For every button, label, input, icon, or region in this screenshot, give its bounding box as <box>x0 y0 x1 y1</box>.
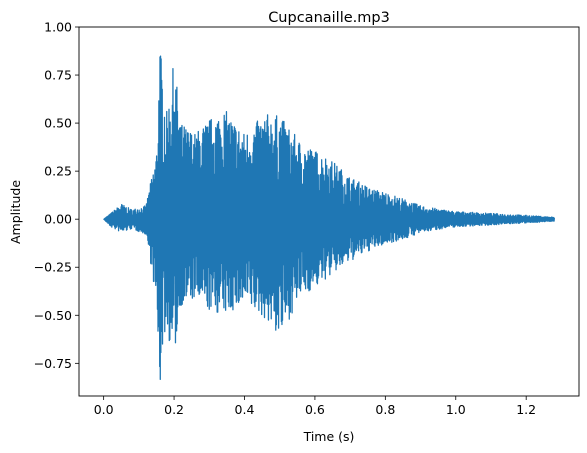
y-axis: −0.75 −0.50 −0.25 0.00 0.25 0.50 0.75 1.00 <box>34 20 79 371</box>
x-tick-label: 0.4 <box>235 402 255 417</box>
y-tick-label: −0.25 <box>34 260 72 275</box>
axes-frame <box>78 26 580 397</box>
x-tick-label: 0.8 <box>375 402 395 417</box>
y-tick-label: 0.50 <box>44 116 72 131</box>
x-tick-label: 1.0 <box>446 402 466 417</box>
waveform-series <box>103 55 555 380</box>
y-tick-label: −0.75 <box>34 356 72 371</box>
y-tick-label: 0.75 <box>44 68 72 83</box>
x-axis: 0.0 0.2 0.4 0.6 0.8 1.0 1.2 <box>94 396 536 417</box>
chart-title: Cupcanaille.mp3 <box>268 10 390 26</box>
y-axis-label: Amplitude <box>8 180 23 244</box>
x-tick-label: 1.2 <box>516 402 536 417</box>
y-tick-label: 1.00 <box>44 20 72 35</box>
y-tick-label: −0.50 <box>34 308 72 323</box>
y-tick-label: 0.25 <box>44 164 72 179</box>
x-tick-label: 0.0 <box>94 402 114 417</box>
y-tick-label: 0.00 <box>44 212 72 227</box>
x-tick-label: 0.6 <box>305 402 325 417</box>
x-axis-label: Time (s) <box>303 429 355 444</box>
x-tick-label: 0.2 <box>164 402 184 417</box>
plot-area <box>103 55 555 380</box>
